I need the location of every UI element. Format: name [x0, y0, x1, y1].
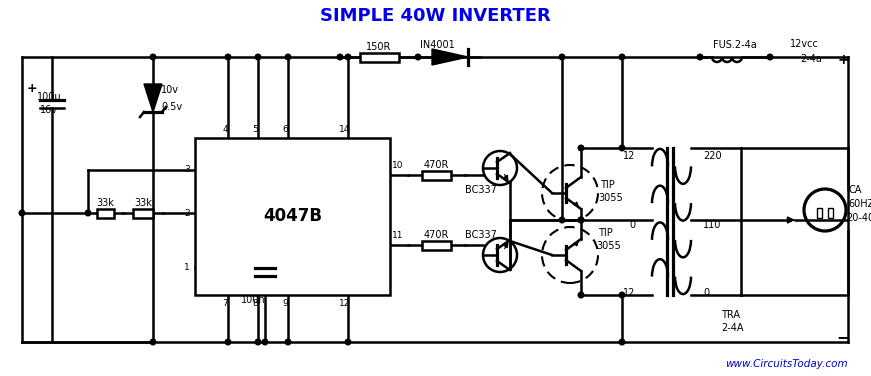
Text: 470R: 470R	[424, 230, 449, 240]
Circle shape	[578, 217, 584, 223]
Text: TIP: TIP	[598, 228, 613, 238]
Text: 4047B: 4047B	[263, 207, 322, 225]
Text: 2-4A: 2-4A	[721, 323, 744, 333]
Text: BC337: BC337	[465, 230, 496, 240]
Text: 3055: 3055	[596, 241, 621, 251]
Text: 100μ: 100μ	[37, 92, 62, 102]
Text: 0: 0	[703, 288, 709, 298]
Text: 20-40v: 20-40v	[846, 213, 871, 223]
Circle shape	[619, 145, 625, 151]
Bar	[422, 170, 451, 179]
Circle shape	[578, 217, 584, 223]
Circle shape	[262, 339, 267, 345]
Text: 1: 1	[185, 264, 190, 273]
Circle shape	[285, 339, 291, 345]
Circle shape	[619, 339, 625, 345]
Circle shape	[345, 54, 351, 60]
Text: FUS.2-4a: FUS.2-4a	[713, 40, 757, 50]
Text: TIP: TIP	[600, 180, 615, 190]
Text: 11: 11	[392, 232, 403, 241]
Text: www.CircuitsToday.com: www.CircuitsToday.com	[726, 359, 848, 369]
Circle shape	[619, 292, 625, 298]
Text: 9: 9	[282, 300, 288, 308]
Text: 7: 7	[222, 300, 228, 308]
Text: 470R: 470R	[424, 160, 449, 170]
Text: TRA: TRA	[721, 310, 740, 320]
Circle shape	[226, 339, 231, 345]
Circle shape	[767, 54, 773, 60]
Text: SIMPLE 40W INVERTER: SIMPLE 40W INVERTER	[321, 7, 550, 25]
Text: BC337: BC337	[465, 185, 496, 195]
Circle shape	[697, 54, 703, 60]
Text: 33k: 33k	[134, 198, 152, 208]
Text: 5: 5	[252, 126, 258, 135]
Circle shape	[578, 292, 584, 298]
Bar	[195, 138, 390, 295]
Circle shape	[150, 54, 156, 60]
Circle shape	[226, 54, 231, 60]
Circle shape	[559, 54, 564, 60]
Text: 12: 12	[623, 288, 635, 298]
Bar	[422, 241, 451, 250]
Text: 33k: 33k	[97, 198, 114, 208]
Text: 4: 4	[222, 126, 228, 135]
Text: 12vcc: 12vcc	[790, 39, 819, 49]
Circle shape	[559, 217, 564, 223]
Text: 150R: 150R	[367, 42, 392, 52]
Polygon shape	[144, 84, 162, 112]
Text: IN4001: IN4001	[420, 40, 455, 50]
Bar	[828, 208, 833, 218]
Circle shape	[150, 339, 156, 345]
Text: +: +	[27, 82, 37, 94]
Text: 12: 12	[340, 300, 351, 308]
Text: +: +	[837, 53, 849, 67]
Text: 3: 3	[185, 165, 190, 174]
Circle shape	[19, 210, 24, 216]
Text: −: −	[836, 328, 850, 346]
Circle shape	[255, 54, 260, 60]
Text: 16v: 16v	[40, 105, 58, 115]
Text: CA: CA	[848, 185, 861, 195]
Text: 2: 2	[185, 209, 190, 217]
Text: 220: 220	[703, 151, 722, 161]
Text: 0: 0	[629, 220, 635, 230]
Text: 8: 8	[252, 300, 258, 308]
Circle shape	[619, 54, 625, 60]
Circle shape	[415, 54, 421, 60]
Text: 12: 12	[623, 151, 635, 161]
Text: 60HZ: 60HZ	[848, 199, 871, 209]
Text: 0.5v: 0.5v	[161, 102, 182, 112]
Text: 110: 110	[703, 220, 721, 230]
Circle shape	[285, 54, 291, 60]
Bar	[817, 208, 822, 218]
Circle shape	[345, 339, 351, 345]
Text: 10: 10	[392, 162, 403, 170]
Circle shape	[255, 339, 260, 345]
Text: 14: 14	[340, 126, 351, 135]
Circle shape	[337, 54, 343, 60]
Circle shape	[578, 145, 584, 151]
Bar	[360, 53, 399, 62]
Text: 100n: 100n	[240, 295, 266, 305]
Polygon shape	[432, 49, 468, 65]
Text: 2-4a: 2-4a	[800, 54, 822, 64]
Bar	[97, 209, 114, 217]
Circle shape	[85, 210, 91, 216]
Bar	[133, 209, 153, 217]
Text: 6: 6	[282, 126, 288, 135]
Text: 3055: 3055	[598, 193, 623, 203]
Text: 10v: 10v	[161, 85, 179, 95]
